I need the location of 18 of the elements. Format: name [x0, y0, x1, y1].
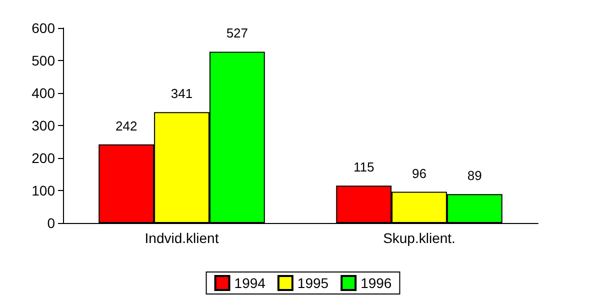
y-tick-label: 300: [32, 118, 56, 134]
x-tick-label: Skup.klient.: [383, 230, 456, 246]
y-tick-label: 600: [32, 20, 56, 36]
y-tick-label: 200: [32, 150, 56, 166]
data-label: 242: [115, 118, 138, 134]
data-label: 96: [412, 166, 426, 181]
legend-label: 1995: [297, 275, 329, 291]
x-tick-label: Indvid.klient: [144, 230, 219, 246]
y-tick-label: 100: [32, 182, 56, 198]
y-tick-label: 500: [32, 52, 56, 68]
data-label: 115: [353, 160, 374, 175]
y-tick-label: 400: [32, 85, 56, 101]
legend-label: 1994: [234, 275, 266, 291]
y-tick-label: 0: [47, 215, 56, 231]
data-label: 89: [467, 168, 482, 184]
data-label: 341: [170, 86, 193, 102]
legend-label: 1996: [360, 275, 392, 291]
data-label: 527: [226, 26, 248, 41]
